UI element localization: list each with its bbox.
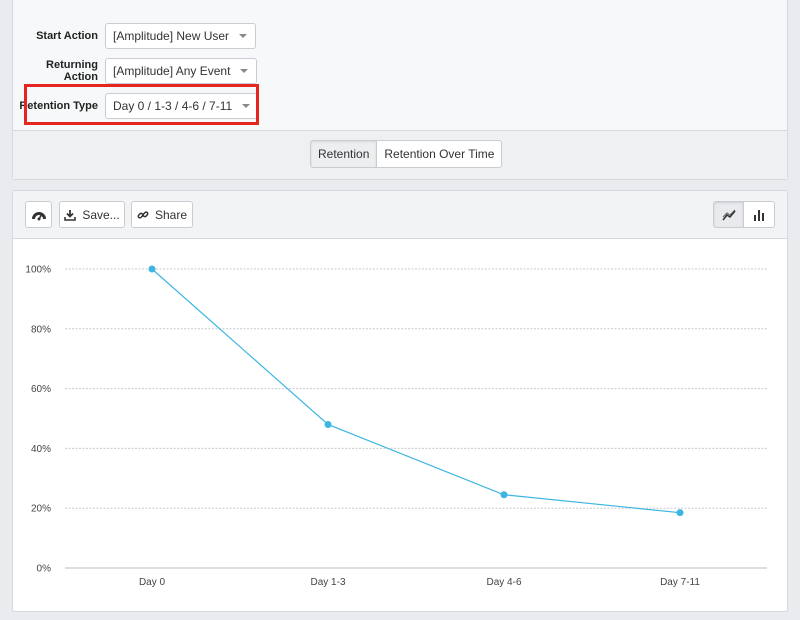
chevron-down-icon	[239, 34, 248, 38]
y-tick-label: 20%	[31, 504, 51, 515]
start-action-value: [Amplitude] New User	[113, 29, 230, 43]
view-tabs: Retention Retention Over Time	[310, 140, 503, 168]
series-line	[151, 268, 681, 514]
link-icon	[137, 210, 149, 219]
bar-chart-toggle[interactable]	[744, 201, 775, 228]
data-point	[148, 265, 156, 273]
query-panel: Start Action [Amplitude] New User Return…	[12, 0, 788, 180]
dashboard-icon	[31, 211, 46, 220]
y-tick-label: 40%	[31, 444, 51, 455]
chart-type-toggle	[713, 201, 775, 228]
retention-type-value: Day 0 / 1-3 / 4-6 / 7-11	[113, 99, 233, 113]
retention-type-label: Retention Type	[19, 100, 98, 112]
start-action-label: Start Action	[36, 30, 98, 42]
retention-type-select[interactable]: Day 0 / 1-3 / 4-6 / 7-11	[105, 93, 260, 119]
save-label: Save...	[82, 207, 120, 222]
x-tick-label: Day 7-11	[660, 577, 700, 588]
x-tick-label: Day 0	[139, 577, 166, 588]
y-tick-label: 80%	[31, 324, 51, 335]
data-point	[324, 420, 332, 428]
start-action-select[interactable]: [Amplitude] New User	[105, 23, 257, 49]
y-tick-label: 100%	[25, 265, 51, 276]
save-button[interactable]: Save...	[59, 201, 125, 228]
download-icon	[64, 209, 77, 221]
start-action-row: Start Action [Amplitude] New User	[13, 22, 257, 50]
y-tick-label: 0%	[37, 564, 52, 575]
chart-panel: Save... Share	[12, 190, 788, 612]
returning-action-row: Returning Action [Amplitude] Any Event	[13, 57, 258, 85]
divider	[13, 130, 787, 131]
x-tick-label: Day 4-6	[486, 577, 521, 588]
share-label: Share	[154, 207, 188, 222]
line-chart-icon	[721, 209, 736, 220]
tab-retention[interactable]: Retention	[310, 140, 378, 168]
share-button[interactable]: Share	[131, 201, 193, 228]
line-chart-toggle[interactable]	[713, 201, 744, 228]
chevron-down-icon	[242, 104, 251, 108]
chevron-down-icon	[240, 69, 249, 73]
retention-line-chart: 0% 20% 40% 60% 80% 100% Day 0 Day 1-3 Day 4-6 Day…	[25, 265, 767, 588]
data-point	[676, 509, 684, 517]
data-point	[500, 491, 508, 499]
chart-toolbar: Save... Share	[13, 191, 787, 239]
dashboard-button[interactable]	[25, 201, 52, 228]
retention-type-row: Retention Type Day 0 / 1-3 / 4-6 / 7-11	[13, 92, 260, 120]
y-tick-label: 60%	[31, 384, 51, 395]
bar-chart-icon	[754, 209, 764, 221]
returning-action-value: [Amplitude] Any Event	[113, 64, 231, 78]
returning-action-select[interactable]: [Amplitude] Any Event	[105, 58, 258, 84]
returning-action-label: Returning Action	[46, 59, 98, 83]
x-tick-label: Day 1-3	[310, 577, 345, 588]
tab-retention-over-time[interactable]: Retention Over Time	[377, 140, 503, 168]
